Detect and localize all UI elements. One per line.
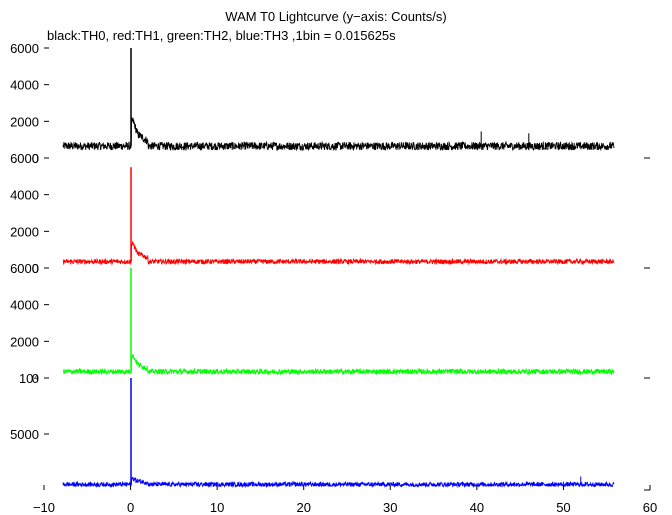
x-tick-label: −10 [33,500,55,515]
lightcurve-series-1 [62,240,615,266]
y-tick-label: 2000 [10,114,39,129]
y-tick-label: 5000 [10,427,39,442]
panel-1: 0 2000 4000 6000 [10,151,650,276]
chart-subtitle: black:TH0, red:TH1, green:TH2, blue:TH3 … [47,28,396,43]
y-tick-label: 2000 [10,334,39,349]
lightcurve-series-2 [62,354,615,376]
y-tick-label: 4000 [10,78,39,93]
y-tick-label: 4000 [10,298,39,313]
panel-0: 0 2000 4000 6000 [10,41,650,166]
y-tick-label: 0 [32,371,39,386]
chart-title: WAM T0 Lightcurve (y−axis: Counts/s) [225,9,446,24]
panel-2: 0 2000 4000 6000 [10,261,650,386]
x-tick-label: 10 [210,500,224,515]
x-tick-label: 40 [470,500,484,515]
y-tick-label: 6000 [10,41,39,56]
x-tick-label: 30 [383,500,397,515]
panel-3: 5000 10⁴ [10,371,650,491]
y-tick-label: 6000 [10,261,39,276]
lightcurve-series-3 [62,476,615,489]
y-tick-label: 4000 [10,188,39,203]
panels-group: 0200040006000020004000600002000400060005… [10,41,650,491]
x-axis: −10 0 10 20 30 40 50 60 [33,485,657,515]
y-tick-label: 0 [32,151,39,166]
x-tick-label: 60 [643,500,657,515]
lightcurve-series-0 [62,117,615,152]
y-tick-label: 0 [32,261,39,276]
y-tick-label: 6000 [10,151,39,166]
x-tick-label: 0 [127,500,134,515]
x-tick-label: 20 [296,500,310,515]
y-tick-label: 2000 [10,224,39,239]
x-tick-label: 50 [556,500,570,515]
y-tick-label: 10⁴ [19,371,39,386]
